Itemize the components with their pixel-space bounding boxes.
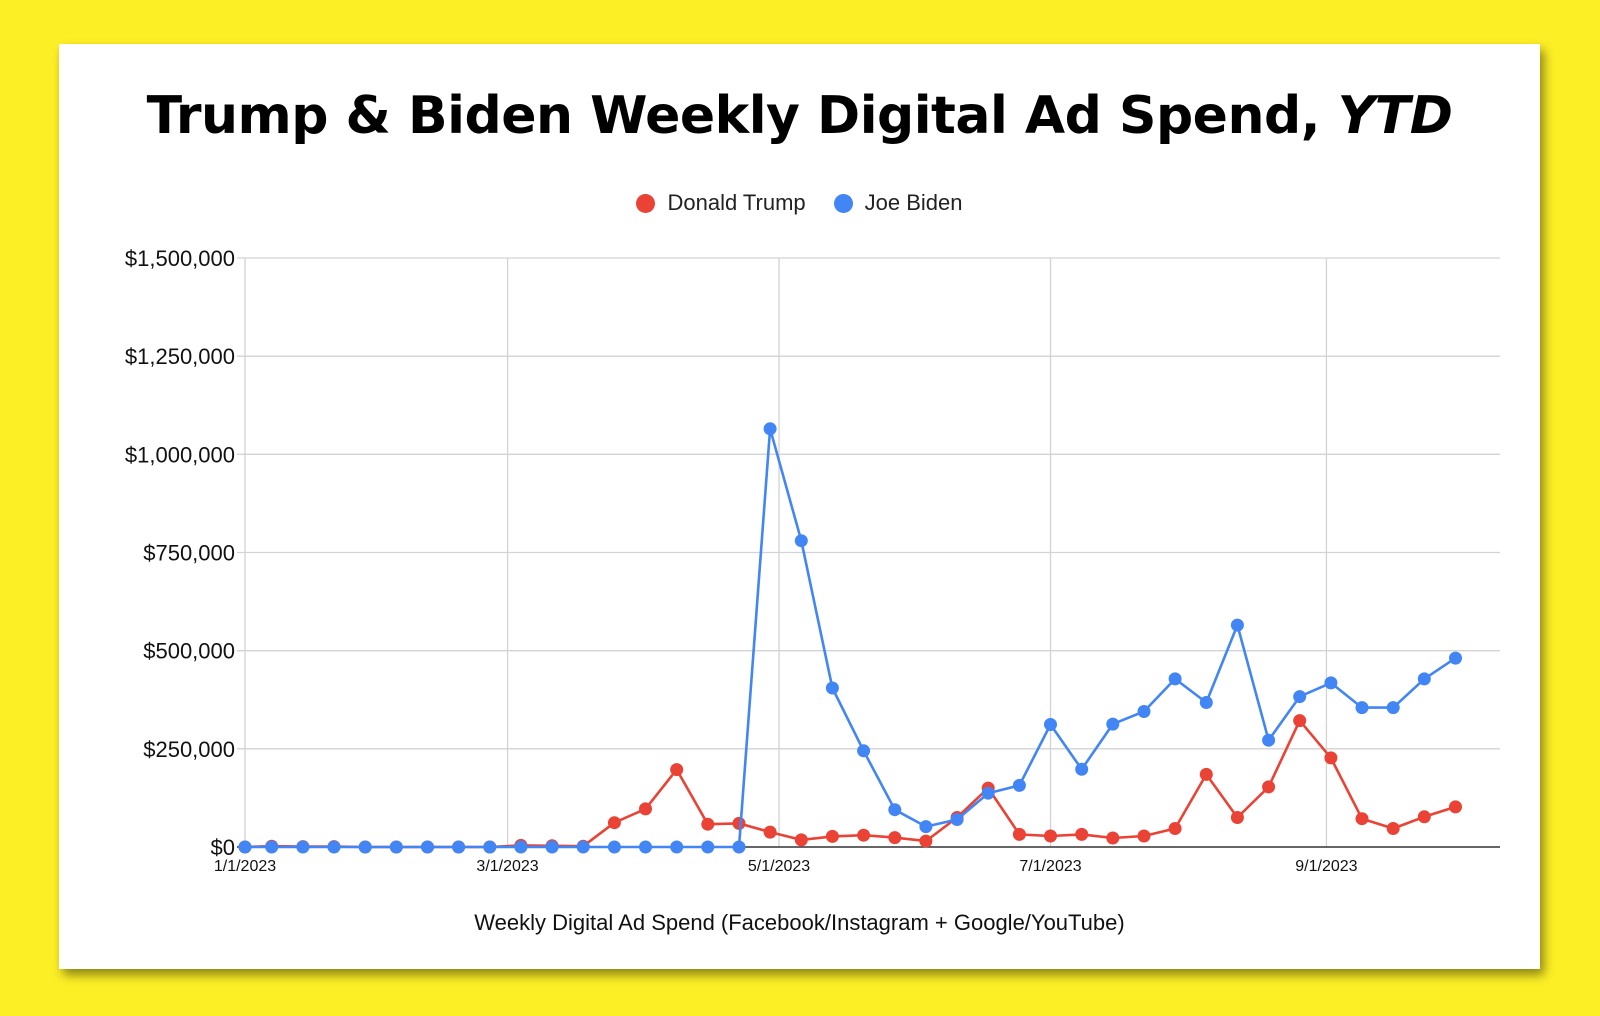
data-point-trump [732,816,746,830]
y-tick-label: $1,000,000 [125,442,235,467]
y-tick-label: $1,250,000 [125,344,235,369]
data-point-biden [265,840,279,854]
data-point-biden [327,840,341,854]
data-point-biden [1386,701,1400,715]
data-point-trump [1137,829,1151,843]
chart-title-main: Trump & Biden Weekly Digital Ad Spend, [146,86,1321,146]
data-point-biden [1199,696,1213,709]
data-point-biden [1012,778,1026,792]
data-point-trump [1386,822,1400,835]
data-point-biden [857,744,871,758]
y-tick-label: $750,000 [143,541,235,566]
data-point-trump [1324,751,1338,765]
y-tick-label: $0 [211,835,235,860]
series-line-biden [245,427,1457,849]
data-point-trump [1262,780,1276,794]
data-point-biden [888,803,902,817]
legend-marker-biden [833,193,853,213]
data-point-trump [888,831,902,845]
data-point-trump [1106,831,1120,845]
data-point-trump [1355,812,1369,826]
data-point-trump [825,829,839,843]
data-point-biden [919,820,933,834]
data-point-biden [358,840,372,854]
data-point-biden [825,681,839,695]
data-point-biden [607,840,621,854]
data-point-biden [1106,717,1120,731]
x-tick-label: 9/1/2023 [1295,858,1357,875]
chart-legend: Donald Trump Joe Biden [59,190,1540,216]
x-tick-label: 3/1/2023 [476,858,538,875]
data-point-biden [1324,676,1338,690]
data-point-trump [1199,767,1213,781]
y-tick-label: $250,000 [143,737,235,762]
data-point-biden [1168,672,1182,686]
data-point-trump [1012,827,1026,841]
x-tick-label: 7/1/2023 [1019,858,1081,875]
y-tick-label: $500,000 [143,639,235,664]
x-tick-label: 1/1/2023 [214,858,276,875]
data-point-biden [238,840,252,854]
data-point-trump [1417,810,1431,824]
data-point-biden [981,786,995,800]
data-point-biden [1262,733,1276,747]
chart-card: Trump & Biden Weekly Digital Ad Spend, Y… [59,44,1540,969]
data-point-biden [701,840,715,854]
data-point-biden [670,840,684,854]
data-point-trump [794,833,808,847]
data-point-trump [1449,800,1462,814]
data-point-biden [950,813,964,826]
x-axis-label: Weekly Digital Ad Spend (Facebook/Instag… [474,910,1125,935]
data-point-biden [514,840,528,854]
data-point-trump [1230,811,1244,824]
data-point-trump [670,763,684,777]
data-point-trump [607,816,621,830]
data-point-biden [1417,672,1431,686]
data-point-biden [296,840,310,854]
data-point-biden [794,534,808,548]
data-point-biden [763,422,777,436]
data-point-biden [421,840,434,854]
legend-label-trump: Donald Trump [667,190,806,215]
data-point-biden [1230,618,1244,632]
data-point-trump [1075,827,1089,841]
data-point-trump [1293,714,1307,728]
data-point-biden [483,840,497,854]
data-point-trump [919,834,933,848]
data-point-trump [1168,822,1182,835]
x-tick-label: 5/1/2023 [748,858,810,875]
data-point-biden [389,840,403,854]
data-point-biden [1075,762,1089,776]
legend-item-trump: Donald Trump [636,190,806,216]
data-point-trump [1044,829,1057,843]
data-point-biden [1293,690,1307,704]
data-point-biden [576,840,590,854]
data-point-biden [452,840,466,854]
data-point-trump [701,817,715,831]
legend-label-biden: Joe Biden [864,190,963,215]
data-point-biden [639,840,652,854]
data-point-trump [639,802,652,816]
y-tick-label: $1,500,000 [125,246,235,271]
chart-title-emphasis: YTD [1337,86,1453,146]
data-point-trump [857,828,871,842]
legend-item-biden: Joe Biden [833,190,963,216]
data-point-biden [1449,651,1462,665]
data-point-biden [732,840,746,854]
chart-plot: $0 $250,000 $500,000 $750,000 $1,000,000 $1,2… [125,246,1500,875]
chart-title: Trump & Biden Weekly Digital Ad Spend, Y… [59,90,1540,142]
data-point-biden [1355,701,1369,715]
data-point-biden [545,840,559,854]
data-point-biden [1137,705,1151,718]
legend-marker-trump [636,193,656,213]
data-point-trump [763,825,777,839]
data-point-biden [1044,718,1057,731]
